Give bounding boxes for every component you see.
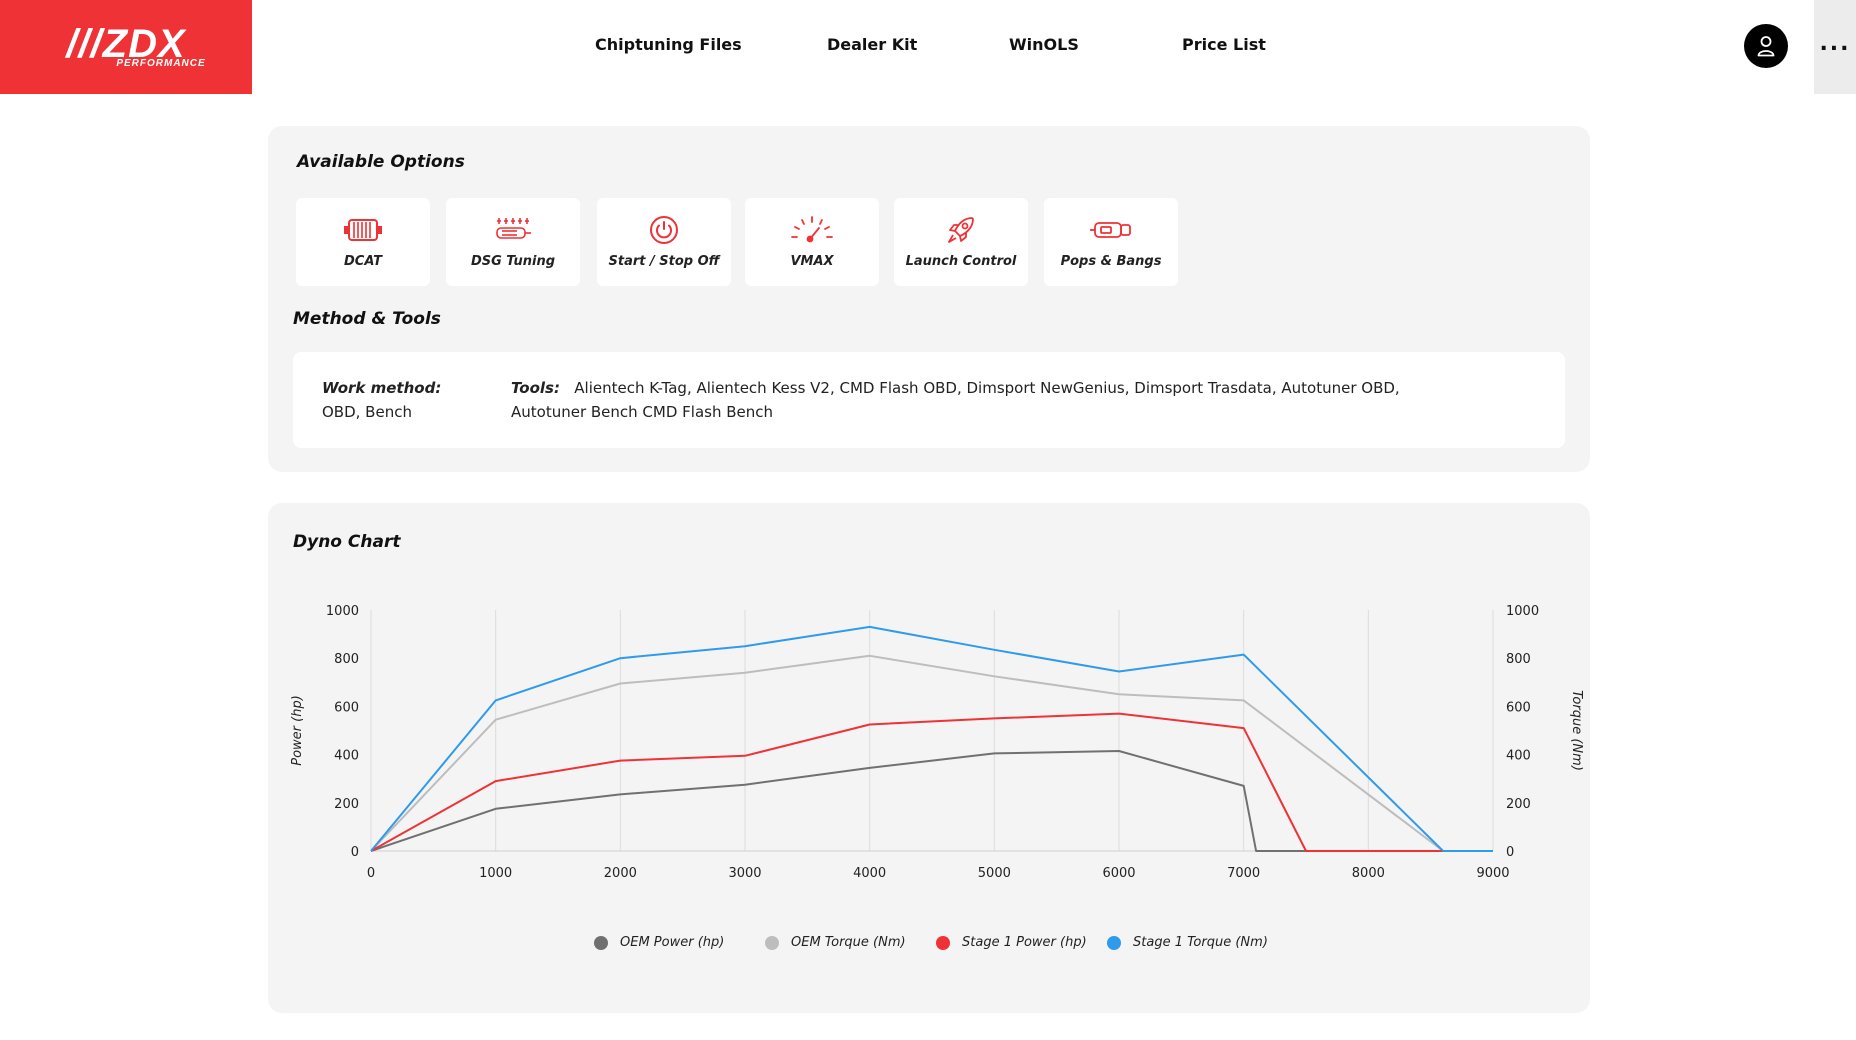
- legend-label: OEM Torque (Nm): [791, 935, 906, 950]
- speedometer-icon: [791, 216, 833, 243]
- option-label: Start / Stop Off: [608, 254, 720, 269]
- option-vmax[interactable]: VMAX: [745, 198, 879, 286]
- y-tick-label: 200: [334, 797, 359, 812]
- series-line-3: [370, 625, 1493, 852]
- option-label: DCAT: [343, 254, 383, 269]
- legend-stage1-torque[interactable]: Stage 1 Torque (Nm): [1107, 935, 1268, 950]
- method-tools-box: Work method: OBD, Bench Tools: Alientech…: [293, 352, 1565, 448]
- option-pops-bangs[interactable]: Pops & Bangs: [1044, 198, 1178, 286]
- option-label: VMAX: [790, 254, 834, 269]
- more-menu-button[interactable]: ...: [1814, 0, 1856, 94]
- legend-label: Stage 1 Torque (Nm): [1133, 935, 1268, 950]
- tools-label: Tools:: [511, 379, 560, 397]
- rocket-icon: [948, 217, 974, 243]
- y2-tick-label: 200: [1506, 797, 1531, 812]
- work-method: Work method: OBD, Bench: [322, 376, 482, 424]
- tools-value-line1: Alientech K-Tag, Alientech Kess V2, CMD …: [574, 379, 1400, 397]
- account-button[interactable]: [1744, 24, 1788, 68]
- work-method-value: OBD, Bench: [322, 403, 412, 421]
- y-tick-label: 0: [351, 845, 359, 860]
- legend-stage1-power[interactable]: Stage 1 Power (hp): [936, 935, 1087, 950]
- x-tick-label: 0: [367, 866, 375, 881]
- nav-dealer-kit[interactable]: Dealer Kit: [827, 35, 918, 54]
- y2-tick-label: 0: [1506, 845, 1514, 860]
- options-panel: Available Options DCAT: [268, 126, 1590, 472]
- nav-winols[interactable]: WinOLS: [1009, 35, 1079, 54]
- x-tick-label: 1000: [479, 866, 512, 881]
- y2-axis-title: Torque (Nm): [1568, 690, 1584, 771]
- catalyst-icon: [344, 219, 382, 241]
- option-dsg-tuning[interactable]: DSG Tuning: [446, 198, 580, 286]
- option-label: Pops & Bangs: [1060, 254, 1162, 269]
- method-tools-title: Method & Tools: [293, 309, 441, 329]
- available-options-title: Available Options: [297, 152, 465, 172]
- legend-swatch: [936, 935, 950, 950]
- series-line-1: [370, 654, 1493, 852]
- exhaust-icon: [1090, 222, 1131, 238]
- nav-price-list[interactable]: Price List: [1182, 35, 1266, 54]
- work-method-label: Work method:: [322, 379, 442, 397]
- brand-logo[interactable]: ///ZDX PERFORMANCE: [0, 0, 252, 94]
- y-tick-label: 400: [334, 749, 359, 764]
- legend-label: OEM Power (hp): [620, 935, 725, 950]
- dsg-gearbox-icon: [496, 218, 531, 239]
- series-line-0: [370, 750, 1493, 852]
- x-tick-label: 8000: [1352, 866, 1385, 881]
- legend-swatch: [1107, 935, 1121, 950]
- legend-oem-power[interactable]: OEM Power (hp): [594, 935, 724, 950]
- chart-legend: OEM Power (hp) OEM Torque (Nm) Stage 1 P…: [268, 935, 1590, 959]
- x-tick-label: 6000: [1102, 866, 1135, 881]
- x-tick-label: 9000: [1476, 866, 1509, 881]
- legend-label: Stage 1 Power (hp): [962, 935, 1087, 950]
- legend-swatch: [765, 935, 779, 950]
- option-label: Launch Control: [905, 254, 1017, 269]
- y-tick-label: 1000: [326, 604, 359, 619]
- series-line-2: [370, 712, 1493, 852]
- user-icon: [1757, 36, 1775, 57]
- y2-tick-label: 1000: [1506, 604, 1539, 619]
- option-label: DSG Tuning: [470, 254, 556, 269]
- logo-subtitle: PERFORMANCE: [116, 57, 206, 69]
- y-tick-label: 800: [334, 652, 359, 667]
- y-tick-label: 600: [334, 700, 359, 715]
- y2-tick-label: 800: [1506, 652, 1531, 667]
- option-dcat[interactable]: DCAT: [296, 198, 430, 286]
- y2-tick-label: 400: [1506, 749, 1531, 764]
- dyno-chart-title: Dyno Chart: [293, 532, 401, 552]
- logo-wordmark: ///ZDX: [66, 21, 186, 66]
- option-launch-control[interactable]: Launch Control: [894, 198, 1028, 286]
- dyno-panel: Dyno Chart 0 1000 2000 3000 4000 5000 6000 7000…: [268, 503, 1590, 1013]
- tools-value-line2: Autotuner Bench CMD Flash Bench: [511, 403, 774, 421]
- legend-swatch: [594, 935, 608, 950]
- main-nav: Chiptuning Files Dealer Kit WinOLS Price…: [0, 35, 1856, 55]
- tools: Tools: Alientech K-Tag, Alientech Kess V…: [511, 376, 1451, 424]
- more-icon: ...: [1819, 30, 1851, 56]
- power-button-icon: [650, 216, 678, 244]
- nav-chiptuning-files[interactable]: Chiptuning Files: [595, 35, 742, 54]
- x-tick-label: 7000: [1227, 866, 1260, 881]
- option-start-stop-off[interactable]: Start / Stop Off: [597, 198, 731, 286]
- x-tick-label: 3000: [728, 866, 761, 881]
- x-tick-label: 4000: [853, 866, 886, 881]
- x-tick-label: 5000: [978, 866, 1011, 881]
- y2-tick-label: 600: [1506, 700, 1531, 715]
- x-tick-label: 2000: [604, 866, 637, 881]
- legend-oem-torque[interactable]: OEM Torque (Nm): [765, 935, 906, 950]
- y-axis-title: Power (hp): [289, 695, 305, 766]
